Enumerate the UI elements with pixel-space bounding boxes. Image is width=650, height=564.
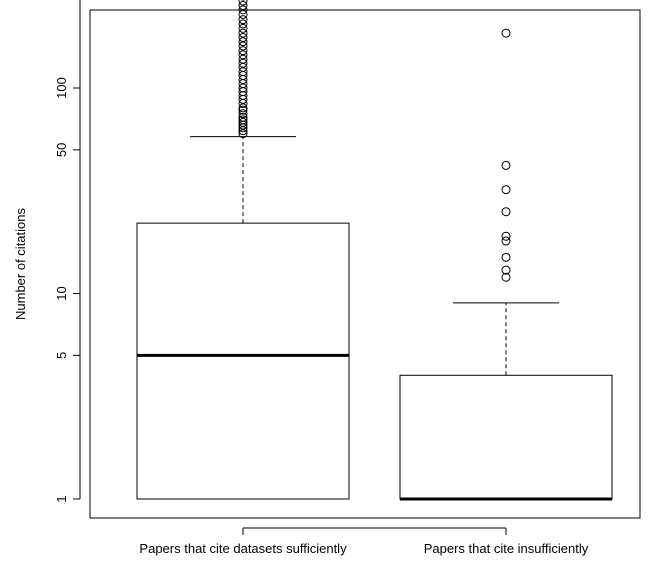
outlier-point (238, 83, 248, 93)
outlier-point (501, 207, 511, 217)
outlier-point (238, 5, 248, 15)
box-series (136, 0, 350, 500)
outlier-point (238, 90, 248, 100)
outlier-point (238, 109, 248, 119)
outlier-point (238, 50, 248, 60)
y-tick-label: 50 (54, 143, 69, 157)
x-axis: Papers that cite datasets sufficiently Pa… (139, 527, 589, 556)
outlier-point (238, 115, 248, 125)
outlier-point (501, 28, 511, 38)
outlier-point (501, 231, 511, 241)
box-body (399, 374, 613, 500)
y-tick-label: 1 (54, 495, 69, 502)
outlier-point (238, 67, 248, 77)
y-tick-label: 100 (54, 77, 69, 99)
y-tick-label: 5 (54, 352, 69, 359)
y-tick-label: 10 (54, 286, 69, 300)
outlier-point (501, 236, 511, 246)
outlier-point (238, 19, 248, 29)
x-category-label: Papers that cite insufficiently (424, 541, 589, 556)
box-series (399, 28, 613, 501)
outlier-point (238, 15, 248, 25)
outlier-point (238, 112, 248, 122)
plot-frame (89, 9, 641, 519)
outlier-point (238, 33, 248, 43)
outlier-point (238, 117, 248, 127)
outlier-point (238, 28, 248, 38)
outlier-point (238, 129, 248, 139)
x-category-label: Papers that cite datasets sufficiently (139, 541, 347, 556)
boxes (136, 0, 613, 501)
outlier-point (238, 0, 248, 6)
outlier-point (238, 37, 248, 47)
outlier-point (238, 9, 248, 19)
outlier-point (238, 54, 248, 64)
outlier-point (238, 105, 248, 115)
y-axis-title: Number of citations (13, 208, 28, 320)
outlier-point (501, 272, 511, 282)
outlier-point (501, 265, 511, 275)
outlier-point (238, 103, 248, 113)
box-body (136, 222, 350, 500)
outlier-point (501, 185, 511, 195)
outlier-point (238, 23, 248, 33)
outlier-point (501, 252, 511, 262)
outlier-point (238, 46, 248, 56)
outlier-point (501, 160, 511, 170)
y-axis: 151050100500 (54, 0, 81, 503)
outlier-point (238, 41, 248, 51)
outlier-point (238, 1, 248, 11)
